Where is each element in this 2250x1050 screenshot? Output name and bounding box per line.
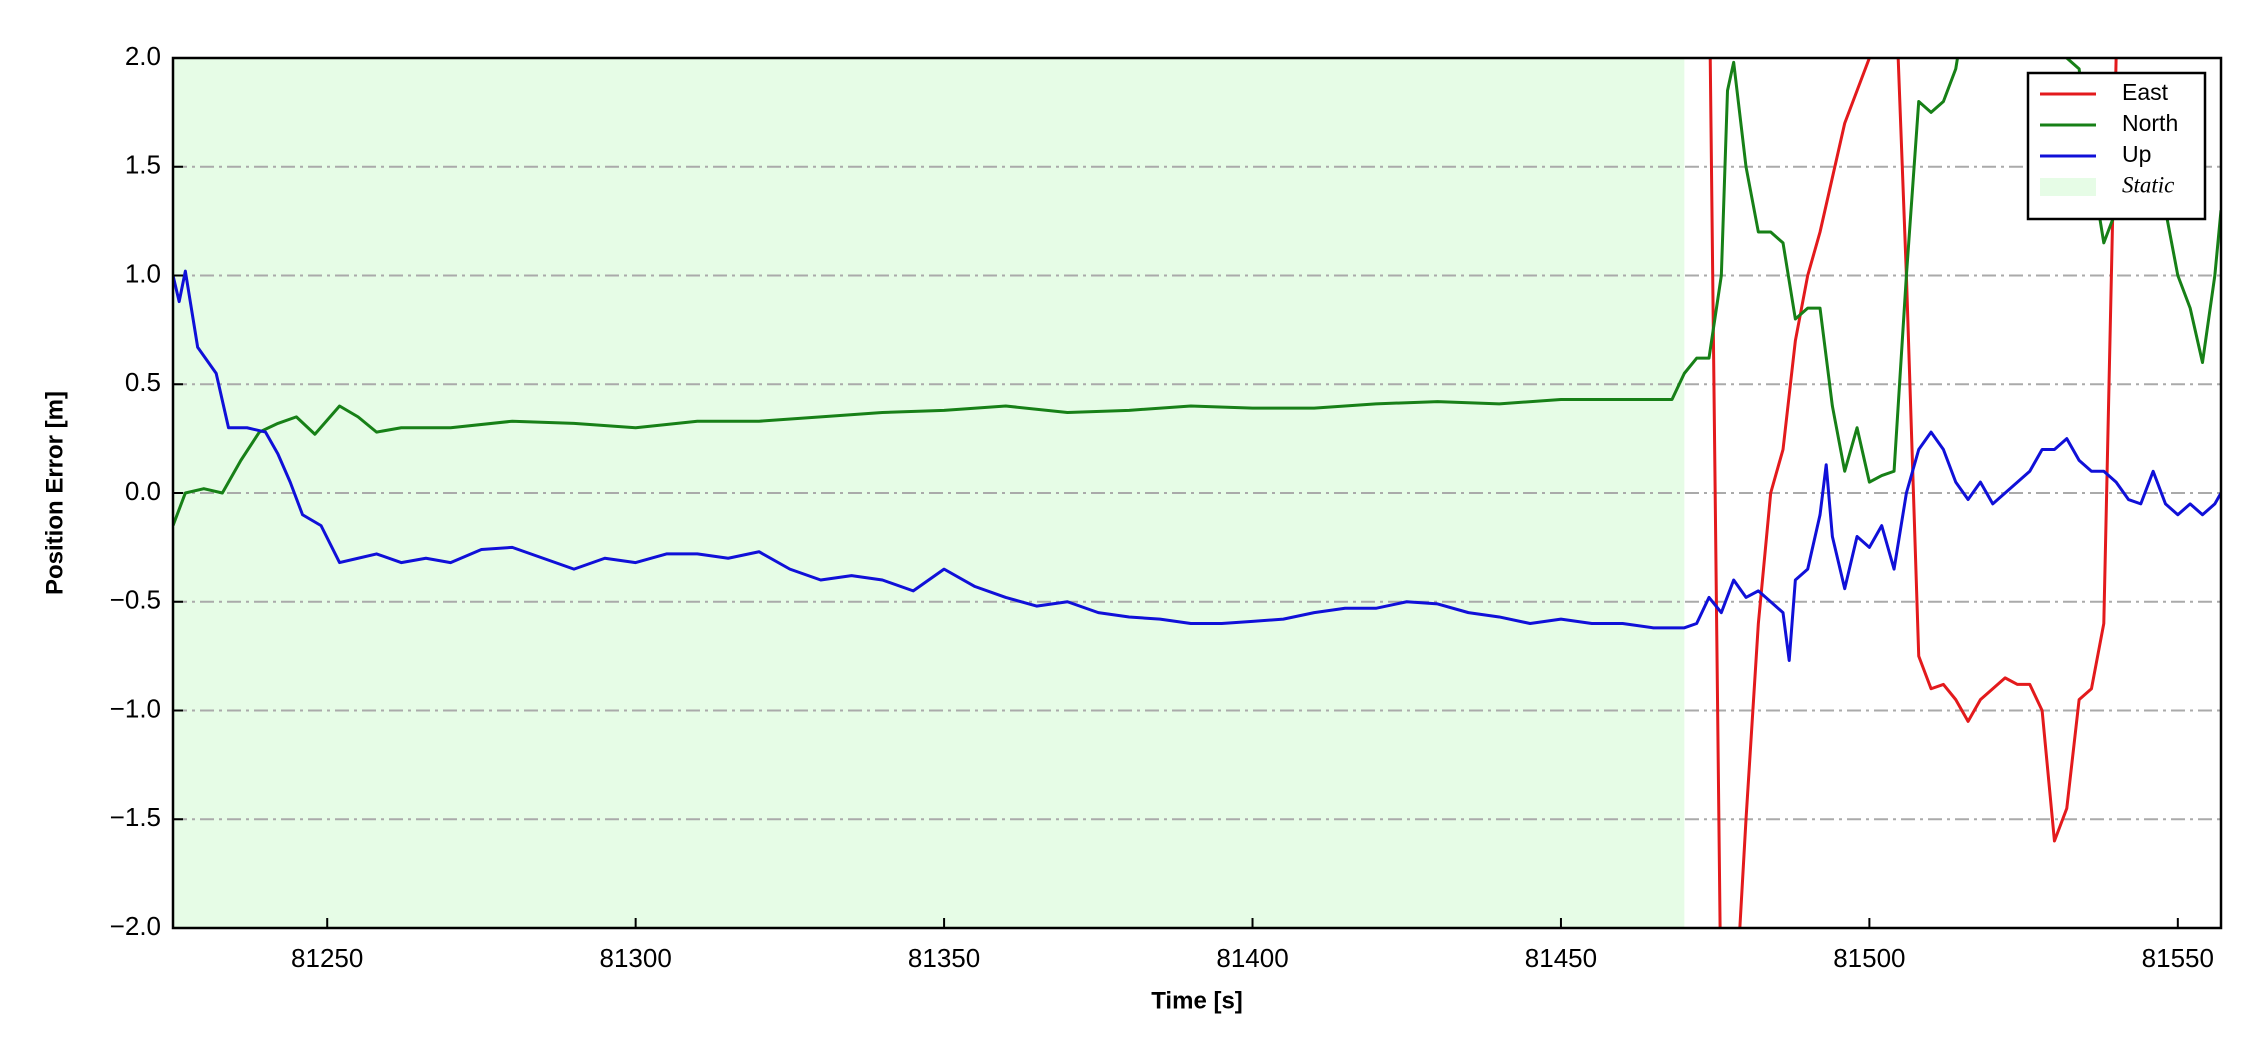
legend-label: North: [2122, 110, 2178, 136]
x-tick-label: 81400: [1216, 943, 1288, 973]
y-tick-label: −1.0: [110, 693, 161, 723]
y-axis-label: Position Error [m]: [41, 391, 68, 595]
series-line: [173, 58, 2221, 527]
legend-label: Static: [2122, 172, 2174, 197]
tick-layer: −2.0 −1.5 −1.0 −0.5 0.0 0.5 1.0 1.5 2.0 81250 8130…: [110, 41, 2214, 973]
series-line: [1708, 58, 2118, 928]
legend-label: East: [2122, 79, 2169, 105]
y-tick-label: 2.0: [125, 41, 161, 71]
y-tick-label: 1.5: [125, 150, 161, 180]
series-line: [173, 269, 2221, 662]
x-tick-label: 81300: [599, 943, 671, 973]
grid-layer: [173, 165, 2221, 821]
y-tick-label: −1.5: [110, 802, 161, 832]
x-tick-label: 81550: [2142, 943, 2214, 973]
x-tick-label: 81250: [291, 943, 363, 973]
y-tick-label: −2.0: [110, 911, 161, 941]
line-layer: [173, 58, 2221, 928]
y-tick-label: −0.5: [110, 585, 161, 615]
y-tick-label: 1.0: [125, 258, 161, 288]
legend-swatch: [2040, 178, 2096, 196]
x-axis-label: Time [s]: [1151, 987, 1243, 1014]
legend-label: Up: [2122, 141, 2151, 167]
y-tick-label: 0.5: [125, 367, 161, 397]
x-tick-label: 81450: [1525, 943, 1597, 973]
x-tick-label: 81500: [1833, 943, 1905, 973]
y-tick-label: 0.0: [125, 476, 161, 506]
legend: East North Up Static: [2026, 71, 2207, 221]
x-tick-label: 81350: [908, 943, 980, 973]
